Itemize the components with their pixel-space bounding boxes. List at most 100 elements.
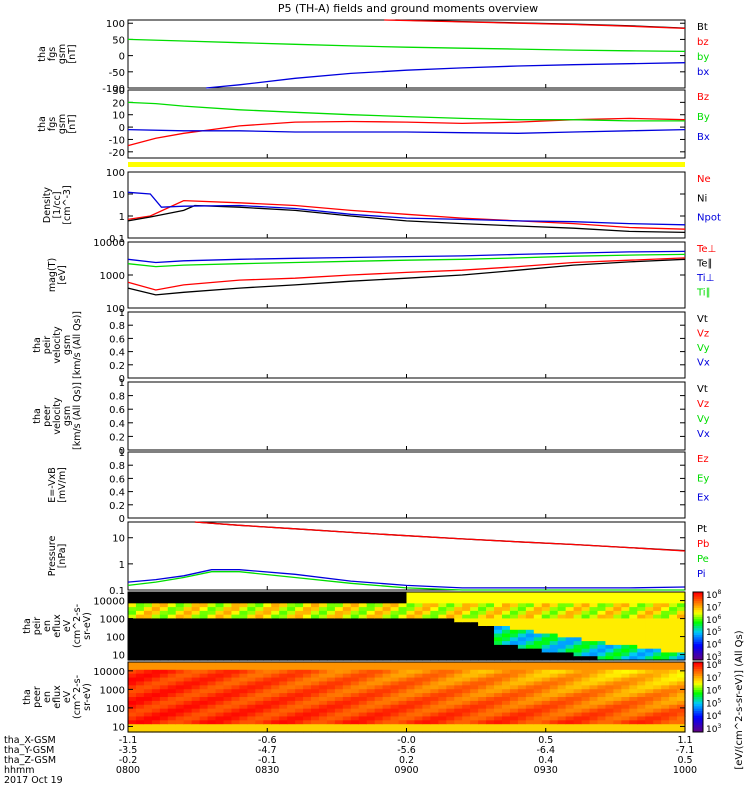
heatmap-cell bbox=[549, 662, 559, 667]
heatmap-cell bbox=[263, 720, 272, 725]
heatmap-cell bbox=[255, 716, 264, 721]
heatmap-cell bbox=[454, 728, 463, 733]
heatmap-cell bbox=[374, 595, 384, 601]
heatmap-cell bbox=[287, 712, 296, 718]
heatmap-cell bbox=[366, 724, 376, 729]
heatmap-cell bbox=[303, 648, 312, 654]
heatmap-cell bbox=[470, 641, 479, 646]
heatmap-cell bbox=[271, 712, 280, 718]
heatmap-cell bbox=[422, 665, 431, 671]
heatmap-cell bbox=[215, 669, 225, 675]
heatmap-cell bbox=[494, 614, 503, 620]
heatmap-cell bbox=[565, 618, 575, 623]
heatmap-cell bbox=[414, 685, 424, 690]
heatmap-cell bbox=[167, 697, 177, 702]
heatmap-cell bbox=[207, 648, 217, 654]
heatmap-cell bbox=[581, 712, 591, 718]
heatmap-cell bbox=[597, 677, 607, 683]
heatmap-cell bbox=[358, 720, 368, 725]
colorbar-cell bbox=[693, 687, 703, 691]
heatmap-cell bbox=[326, 614, 336, 620]
heatmap-cell bbox=[303, 610, 312, 616]
heatmap-cell bbox=[295, 673, 304, 679]
heatmap-cell bbox=[637, 712, 646, 718]
heatmap-cell bbox=[454, 716, 463, 721]
heatmap-cell bbox=[446, 704, 455, 710]
heatmap-cell bbox=[549, 599, 559, 604]
heatmap-cell bbox=[358, 637, 368, 642]
heatmap-cell bbox=[239, 644, 248, 650]
heatmap-cell bbox=[247, 599, 256, 604]
heatmap-cell bbox=[446, 662, 455, 667]
heatmap-cell bbox=[605, 652, 614, 657]
heatmap-cell bbox=[462, 603, 471, 608]
heatmap-cell bbox=[358, 622, 368, 627]
heatmap-cell bbox=[573, 665, 583, 671]
heatmap-cell bbox=[128, 614, 137, 620]
heatmap-cell bbox=[279, 724, 288, 729]
heatmap-cell bbox=[128, 592, 137, 597]
heatmap-cell bbox=[303, 704, 312, 710]
heatmap-cell bbox=[509, 618, 519, 623]
heatmap-cell bbox=[613, 641, 622, 646]
heatmap-cell bbox=[175, 662, 185, 667]
heatmap-cell bbox=[581, 677, 591, 683]
heatmap-cell bbox=[430, 685, 439, 690]
heatmap-cell bbox=[438, 648, 447, 654]
heatmap-cell bbox=[159, 681, 169, 686]
heatmap-cell bbox=[454, 685, 463, 690]
heatmap-cell bbox=[589, 644, 599, 650]
heatmap-cell bbox=[486, 693, 495, 698]
heatmap-cell bbox=[446, 633, 455, 638]
colorbar-cell bbox=[693, 669, 703, 672]
heatmap-cell bbox=[422, 677, 431, 683]
y-axis-label: thapeervelocitygsm[km/s (All Qs)] bbox=[32, 382, 83, 450]
y-tick-label: -20 bbox=[109, 148, 125, 159]
heatmap-cell bbox=[143, 720, 153, 725]
heatmap-cell bbox=[128, 644, 137, 650]
heatmap-cell bbox=[263, 618, 272, 623]
heatmap-cell bbox=[215, 644, 225, 650]
heatmap-cell bbox=[366, 689, 376, 694]
heatmap-cell bbox=[350, 641, 360, 646]
heatmap-cell bbox=[326, 720, 336, 725]
heatmap-cell bbox=[446, 669, 455, 675]
heatmap-cell bbox=[287, 700, 296, 706]
heatmap-cell bbox=[326, 603, 336, 608]
heatmap-cell bbox=[350, 662, 360, 667]
heatmap-cell bbox=[677, 662, 686, 667]
heatmap-cell bbox=[478, 708, 487, 714]
series-Pb-line bbox=[194, 521, 686, 552]
heatmap-cell bbox=[589, 673, 599, 679]
heatmap-cell bbox=[350, 629, 360, 635]
heatmap-cell bbox=[422, 641, 431, 646]
heatmap-cell bbox=[215, 595, 225, 601]
heatmap-cell bbox=[318, 603, 328, 608]
heatmap-cell bbox=[318, 637, 328, 642]
heatmap-cell bbox=[311, 592, 320, 597]
heatmap-cell bbox=[661, 592, 670, 597]
heatmap-cell bbox=[295, 641, 304, 646]
heatmap-cell bbox=[517, 629, 527, 635]
heatmap-cell bbox=[637, 595, 646, 601]
heatmap-cell bbox=[199, 626, 209, 631]
heatmap-cell bbox=[382, 592, 392, 597]
heatmap-cell bbox=[438, 712, 447, 718]
heatmap-cell bbox=[342, 652, 352, 657]
heatmap-cell bbox=[509, 673, 519, 679]
heatmap-cell bbox=[430, 656, 439, 661]
heatmap-cell bbox=[326, 641, 336, 646]
heatmap-cell bbox=[271, 637, 280, 642]
heatmap-cell bbox=[533, 656, 543, 661]
heatmap-cell bbox=[183, 595, 193, 601]
heatmap-cell bbox=[494, 626, 503, 631]
heatmap-cell bbox=[374, 592, 384, 597]
heatmap-cell bbox=[151, 629, 161, 635]
heatmap-cell bbox=[334, 720, 344, 725]
heatmap-cell bbox=[605, 720, 614, 725]
heatmap-cell bbox=[167, 665, 177, 671]
heatmap-cell bbox=[223, 656, 233, 661]
heatmap-cell bbox=[215, 656, 225, 661]
heatmap-cell bbox=[565, 704, 575, 710]
heatmap-cell bbox=[462, 689, 471, 694]
